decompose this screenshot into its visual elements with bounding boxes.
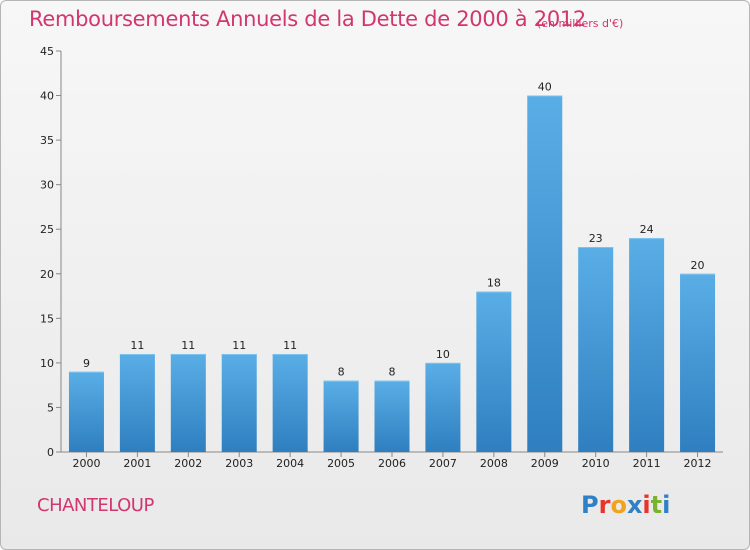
- bar-2004: [272, 353, 308, 452]
- bar-2006: [374, 380, 410, 452]
- data-label-2005: 8: [338, 366, 345, 379]
- commune-name: CHANTELOUP: [37, 495, 154, 516]
- bar-2001: [119, 353, 155, 452]
- logo-letter: r: [598, 491, 611, 519]
- x-tick-label: 2004: [276, 457, 304, 470]
- proxiti-logo[interactable]: Proxiti: [581, 491, 670, 519]
- y-tick-label: 20: [40, 268, 54, 281]
- bar-2010: [578, 247, 614, 452]
- data-label-2010: 23: [589, 232, 603, 245]
- bar-2007: [425, 362, 461, 452]
- logo-letter: P: [581, 491, 599, 519]
- y-tick-label: 15: [40, 312, 54, 325]
- y-tick-label: 35: [40, 134, 54, 147]
- logo-letter: i: [642, 491, 651, 519]
- y-axis: 0 5 10 15 20 25 30 35 40 45: [40, 45, 62, 459]
- logo-letter: i: [662, 491, 671, 519]
- y-tick-label: 0: [47, 446, 54, 459]
- x-tick-label: 2005: [327, 457, 355, 470]
- bar-2012: [680, 273, 716, 452]
- data-label-2012: 20: [691, 259, 705, 272]
- chart-subtitle: (en milliers d'€): [537, 17, 624, 30]
- x-tick-label: 2008: [480, 457, 508, 470]
- bar-2008: [476, 291, 512, 452]
- x-tick-label: 2012: [684, 457, 712, 470]
- data-label-2002: 11: [181, 339, 195, 352]
- data-label-2006: 8: [389, 366, 396, 379]
- x-tick-label: 2003: [225, 457, 253, 470]
- bar-2005: [323, 380, 359, 452]
- x-tick-label: 2011: [633, 457, 661, 470]
- bars: [68, 95, 716, 453]
- x-tick-label: 2009: [531, 457, 559, 470]
- x-tick-label: 2001: [123, 457, 151, 470]
- logo-letter: o: [610, 491, 627, 519]
- data-label-2001: 11: [130, 339, 144, 352]
- bar-2002: [170, 353, 206, 452]
- x-tick-label: 2006: [378, 457, 406, 470]
- bar-2011: [629, 238, 665, 452]
- logo-letter: t: [650, 491, 663, 519]
- x-axis: 2000 2001 2002 2003 2004 2005 2006 2007 2008 2009…: [61, 451, 723, 470]
- bar-2009: [527, 95, 563, 453]
- bar-2003: [221, 353, 257, 452]
- y-tick-label: 40: [40, 90, 54, 103]
- x-tick-label: 2000: [72, 457, 100, 470]
- y-tick-label: 30: [40, 179, 54, 192]
- data-label-2011: 24: [640, 223, 654, 236]
- x-tick-label: 2007: [429, 457, 457, 470]
- logo-letter: x: [626, 491, 643, 519]
- data-label-2009: 40: [538, 81, 552, 94]
- data-label-2007: 10: [436, 348, 450, 361]
- data-label-2008: 18: [487, 277, 501, 290]
- chart-title: Remboursements Annuels de la Dette de 20…: [29, 7, 586, 31]
- data-label-2000: 9: [83, 357, 90, 370]
- x-tick-label: 2010: [582, 457, 610, 470]
- y-tick-label: 10: [40, 357, 54, 370]
- data-labels: 9 11 11 11 11 8 8 10 18 40 23 24 20: [83, 81, 705, 379]
- data-label-2004: 11: [283, 339, 297, 352]
- y-tick-label: 45: [40, 45, 54, 58]
- y-tick-label: 5: [47, 401, 54, 414]
- x-tick-label: 2002: [174, 457, 202, 470]
- data-label-2003: 11: [232, 339, 246, 352]
- bar-2000: [68, 371, 104, 452]
- y-tick-label: 25: [40, 223, 54, 236]
